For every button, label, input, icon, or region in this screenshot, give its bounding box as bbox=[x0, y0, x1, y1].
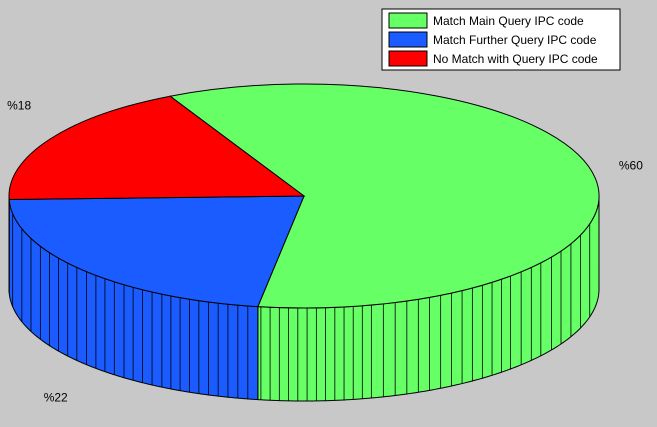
slice-label-match-further: %22 bbox=[44, 390, 68, 404]
legend-swatch-no-match bbox=[389, 51, 427, 66]
legend-entry-no-match: No Match with Query IPC code bbox=[433, 52, 598, 66]
legend-entry-match-further: Match Further Query IPC code bbox=[433, 33, 597, 47]
legend-entry-match-main: Match Main Query IPC code bbox=[433, 14, 584, 28]
slice-label-no-match: %18 bbox=[7, 99, 31, 113]
slice-label-match-main: %60 bbox=[619, 158, 643, 172]
legend: Match Main Query IPC code Match Further … bbox=[382, 9, 620, 70]
legend-swatch-match-main bbox=[389, 13, 427, 28]
pie-top bbox=[9, 84, 599, 308]
legend-swatch-match-further bbox=[389, 32, 427, 47]
